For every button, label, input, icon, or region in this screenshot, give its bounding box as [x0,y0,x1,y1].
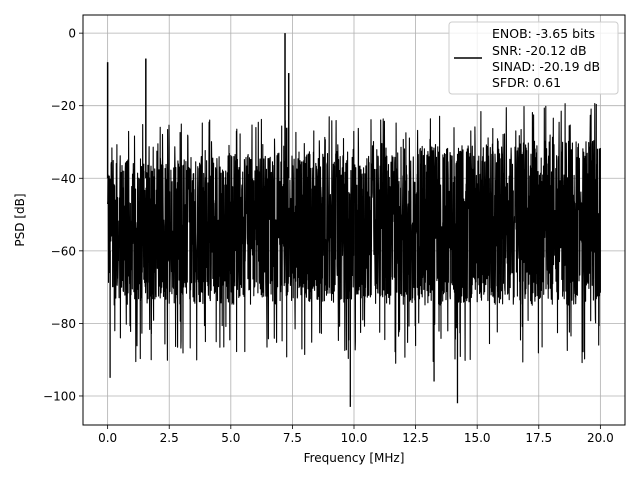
legend: ENOB: -3.65 bits SNR: -20.12 dB SINAD: -… [448,21,619,95]
legend-enob: ENOB: -3.65 bits [492,26,595,41]
x-tick-label: 15.0 [464,431,491,445]
y-tick-label: −100 [43,389,76,403]
y-tick-label: −80 [51,317,76,331]
x-tick-label: 0.0 [98,431,117,445]
x-axis-ticks: 0.0 2.5 5.0 7.5 10.0 12.5 15.0 17.5 20.0 [98,425,614,445]
legend-snr: SNR: -20.12 dB [492,43,587,58]
legend-box [448,21,619,95]
legend-sinad: SINAD: -20.19 dB [492,59,600,74]
plot-series [106,33,601,407]
y-tick-label: −40 [51,172,76,186]
x-tick-label: 7.5 [283,431,302,445]
psd-trace [107,102,601,364]
legend-sfdr: SFDR: 0.61 [492,75,561,90]
x-axis-label: Frequency [MHz] [304,451,405,465]
x-tick-label: 20.0 [587,431,614,445]
x-tick-label: 17.5 [525,431,552,445]
x-tick-label: 12.5 [402,431,429,445]
y-tick-label: −60 [51,244,76,258]
x-tick-label: 2.5 [160,431,179,445]
y-axis-label: PSD [dB] [13,193,27,246]
x-tick-label: 5.0 [221,431,240,445]
x-tick-label: 10.0 [341,431,368,445]
y-tick-label: −20 [51,99,76,113]
y-axis-ticks: 0 −20 −40 −60 −80 −100 [43,27,83,403]
y-tick-label: 0 [68,27,76,41]
